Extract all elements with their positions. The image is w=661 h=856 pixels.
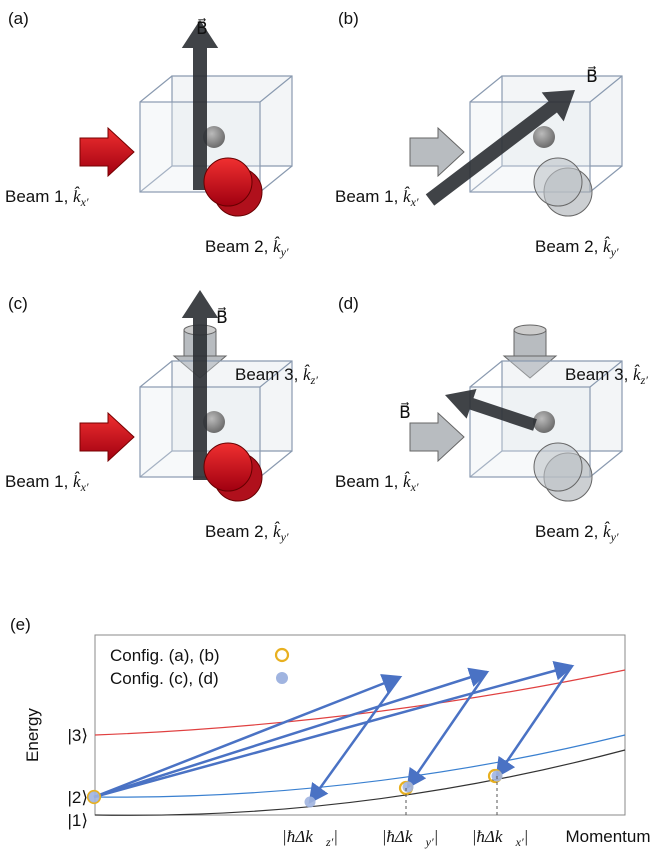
field-label: B⃗ [399, 402, 411, 422]
atom [533, 126, 555, 148]
panel-label: (e) [10, 615, 31, 634]
beam-sub: x′ [80, 195, 89, 209]
marker-cd [403, 782, 414, 793]
beam-disk [204, 443, 252, 491]
x-tick-label: |ħΔk⃗z′| [282, 827, 338, 849]
tick-main: |ħΔk⃗ [472, 827, 516, 846]
panel-label: (a) [8, 9, 29, 28]
field-label: B⃗ [216, 307, 228, 327]
beam-arrow [80, 413, 134, 461]
tick-close: | [434, 827, 439, 846]
field-label: B⃗ [196, 18, 208, 38]
x-tick-label: |ħΔk⃗x′| [472, 827, 529, 849]
level-label: |3⟩ [67, 726, 88, 745]
marker-cd [89, 792, 100, 803]
beam-sub: y′ [610, 530, 619, 544]
y-axis-label: Energy [23, 708, 42, 762]
level-label: |1⟩ [67, 811, 88, 830]
atom [533, 411, 555, 433]
beam-sub: x′ [410, 195, 419, 209]
beam-sub: x′ [80, 480, 89, 494]
beam-arrow [410, 128, 464, 176]
panel-label: (b) [338, 9, 359, 28]
beam-name: Beam 1, [335, 472, 403, 491]
beam-name: Beam 2, [205, 522, 273, 541]
transition-down [408, 672, 487, 787]
beam-arrow [410, 413, 464, 461]
beam-name: Beam 2, [205, 237, 273, 256]
tick-close: | [333, 827, 338, 846]
tick-sub: x′ [515, 835, 524, 849]
beam-name: Beam 3, [565, 365, 633, 384]
beam-sub: y′ [610, 245, 619, 259]
legend-label: Config. (a), (b) [110, 646, 220, 665]
beam-label: Beam 1, k̂x′ [5, 472, 89, 494]
beam-label: Beam 1, k̂x′ [5, 187, 89, 209]
transition-up [94, 677, 400, 797]
beam-sub: z′ [310, 373, 319, 387]
beam-name: Beam 2, [535, 522, 603, 541]
x-axis-label: Momentum [565, 827, 650, 846]
beam-label: Beam 2, k̂y′ [205, 237, 289, 259]
beam-label: Beam 2, k̂y′ [535, 522, 619, 544]
beam-label: Beam 1, k̂x′ [335, 187, 419, 209]
legend-marker-cd [276, 672, 288, 684]
legend-marker-ab [276, 649, 288, 661]
tick-main: |ħΔk⃗ [282, 827, 326, 846]
beam-name: Beam 1, [5, 472, 73, 491]
transition-up [94, 672, 487, 797]
panel-label: (c) [8, 294, 28, 313]
beam-sub: x′ [410, 480, 419, 494]
x-tick-label: |ħΔk⃗y′| [382, 827, 439, 849]
beam-sub: y′ [280, 245, 289, 259]
tick-sub: y′ [425, 835, 434, 849]
beam-sub: y′ [280, 530, 289, 544]
panel-label: (d) [338, 294, 359, 313]
beam-name: Beam 3, [235, 365, 303, 384]
beam-name: Beam 1, [335, 187, 403, 206]
beam-disk [534, 158, 582, 206]
beam-arrow [80, 128, 134, 176]
beam-label: Beam 2, k̂y′ [205, 522, 289, 544]
beam-disk [204, 158, 252, 206]
beam-label: Beam 2, k̂y′ [535, 237, 619, 259]
tick-main: |ħΔk⃗ [382, 827, 426, 846]
beam-label: Beam 3, k̂z′ [235, 365, 318, 387]
beam-disk [534, 443, 582, 491]
figure: (a) B⃗ Beam 1, k̂x′ Beam 2, k̂y′ (b) B⃗ Beam 1… [0, 0, 661, 856]
marker-cd [305, 797, 316, 808]
beam-name: Beam 1, [5, 187, 73, 206]
level-label: |2⟩ [67, 788, 88, 807]
beam-cone-top [514, 325, 546, 335]
beam-label: Beam 3, k̂z′ [565, 365, 648, 387]
tick-close: | [524, 827, 529, 846]
legend-label: Config. (c), (d) [110, 669, 219, 688]
beam-name: Beam 2, [535, 237, 603, 256]
beam-sub: z′ [640, 373, 649, 387]
field-label: B⃗ [586, 66, 598, 86]
beam-label: Beam 1, k̂x′ [335, 472, 419, 494]
